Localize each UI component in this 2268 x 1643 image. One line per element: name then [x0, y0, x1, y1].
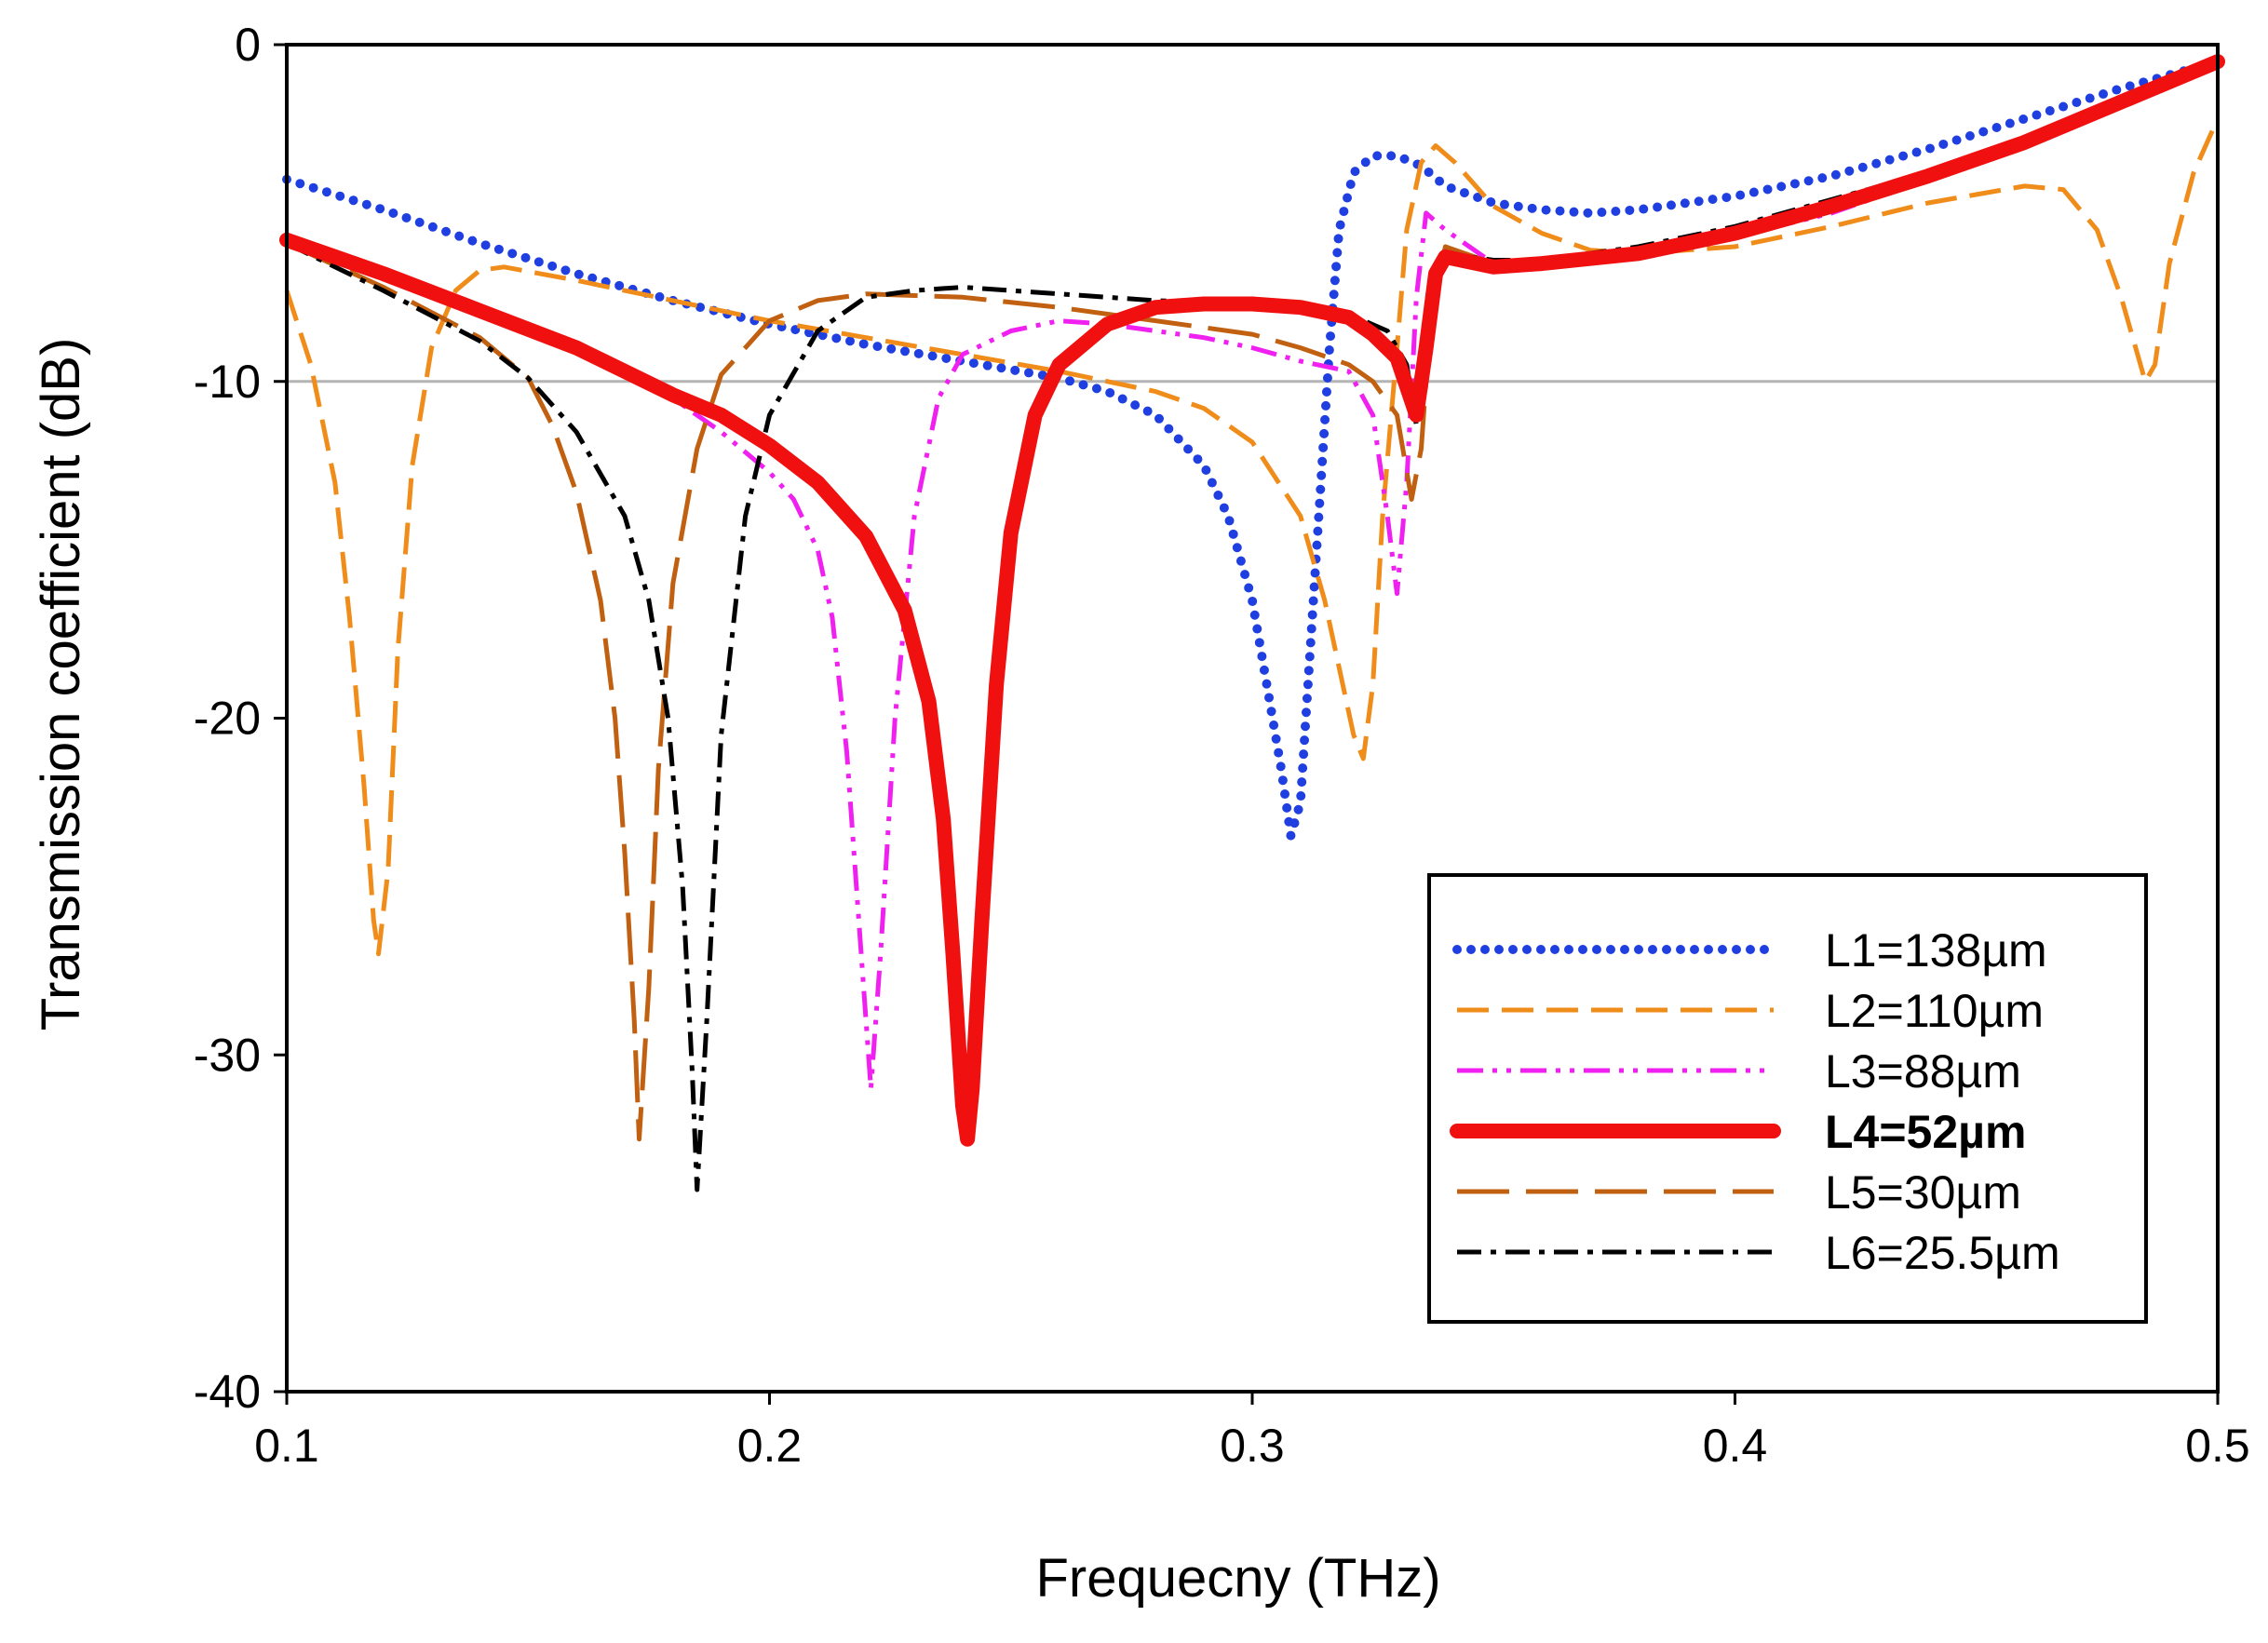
legend-items: L1=138µm L2=110µm L3=88µm L4=52µm L5=30µm L6=…	[1450, 924, 2060, 1279]
y-axis-title: Transmission coefficient (dB)	[31, 338, 91, 1031]
legend-label-6: L6=25.5µm	[1825, 1227, 2060, 1279]
y-tick-label: 0	[235, 19, 261, 71]
legend-box	[1427, 873, 2148, 1324]
x-tick-label: 0.4	[1703, 1420, 1768, 1472]
x-tick-label: 0.2	[737, 1420, 803, 1472]
series-line-2	[284, 117, 2221, 957]
x-tick-label: 0.1	[254, 1420, 319, 1472]
legend-label-4: L4=52µm	[1825, 1106, 2026, 1158]
legend-label-1: L1=138µm	[1825, 924, 2047, 976]
x-tick-label: 0.3	[1220, 1420, 1285, 1472]
series-line-4	[279, 54, 2225, 1147]
y-tick-label: -30	[194, 1029, 261, 1081]
y-tick-label: -40	[194, 1366, 261, 1418]
tick-layer: 0.1 0.2 0.3 0.4 0.5 0 -10 -20 -30 -40	[194, 19, 2250, 1472]
series-layer	[279, 54, 2225, 1192]
y-tick-label: -20	[194, 693, 261, 745]
y-tick-label: -10	[194, 356, 261, 408]
legend: L1=138µm L2=110µm L3=88µm L4=52µm L5=30µm L6=…	[1427, 873, 2148, 1324]
x-tick-label: 0.5	[2185, 1420, 2250, 1472]
legend-label-2: L2=110µm	[1825, 985, 2044, 1037]
x-axis-title: Frequecny (THz)	[1035, 1548, 1440, 1609]
legend-label-5: L5=30µm	[1825, 1166, 2021, 1219]
legend-label-3: L3=88µm	[1825, 1045, 2021, 1098]
series-line-1	[282, 57, 2222, 842]
